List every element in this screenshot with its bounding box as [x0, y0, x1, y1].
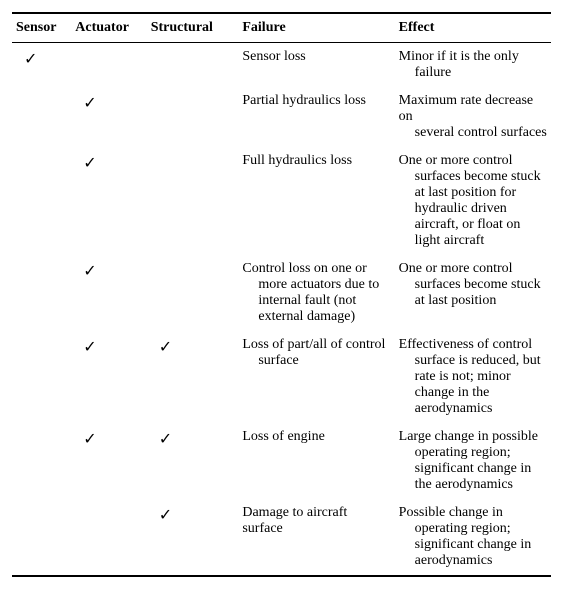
table-row: ✓ Damage to aircraft surface Possible chan… — [12, 499, 551, 576]
cell-structural — [147, 43, 239, 88]
cell-sensor — [12, 499, 71, 576]
cell-failure: Partial hydraulics loss — [238, 87, 394, 147]
cell-actuator: ✓ — [71, 255, 146, 331]
cell-actuator: ✓ — [71, 87, 146, 147]
cell-actuator: ✓ — [71, 331, 146, 423]
table-row: ✓ Sensor loss Minor if it is the onlyfailu… — [12, 43, 551, 88]
check-icon: ✓ — [159, 431, 172, 448]
table-row: ✓ Control loss on one ormore actuators du… — [12, 255, 551, 331]
cell-failure: Sensor loss — [238, 43, 394, 88]
table-body: ✓ Sensor loss Minor if it is the onlyfailu… — [12, 43, 551, 577]
table-row: ✓ Full hydraulics loss One or more control… — [12, 147, 551, 255]
cell-failure-text: Full hydraulics loss — [242, 153, 352, 168]
table-row: ✓ Partial hydraulics loss Maximum rate dec… — [12, 87, 551, 147]
cell-effect-text: Large change in possible — [399, 429, 538, 444]
cell-effect-text: One or more control — [399, 153, 513, 168]
cell-effect-text: Effectiveness of control — [399, 337, 532, 352]
cell-effect: Possible change inoperating region; sign… — [395, 499, 551, 576]
cell-failure-text: Partial hydraulics loss — [242, 93, 366, 108]
cell-sensor — [12, 255, 71, 331]
cell-structural: ✓ — [147, 331, 239, 423]
cell-effect: One or more controlsurfaces become stuck… — [395, 147, 551, 255]
cell-effect-continuation: surfaces become stuck at last position f… — [399, 169, 547, 249]
cell-failure-continuation: surface — [242, 353, 390, 369]
cell-failure: Loss of engine — [238, 423, 394, 499]
cell-sensor — [12, 147, 71, 255]
cell-effect: Maximum rate decrease onseveral control … — [395, 87, 551, 147]
col-header-effect: Effect — [395, 13, 551, 43]
cell-structural: ✓ — [147, 423, 239, 499]
check-icon: ✓ — [83, 263, 96, 280]
cell-effect-text: Minor if it is the only — [399, 49, 519, 64]
cell-sensor — [12, 87, 71, 147]
cell-failure-text: Sensor loss — [242, 49, 305, 64]
cell-structural — [147, 147, 239, 255]
cell-sensor — [12, 423, 71, 499]
cell-failure: Full hydraulics loss — [238, 147, 394, 255]
cell-effect: Effectiveness of controlsurface is reduc… — [395, 331, 551, 423]
col-header-failure: Failure — [238, 13, 394, 43]
cell-effect-text: One or more control — [399, 261, 513, 276]
cell-failure: Loss of part/all of controlsurface — [238, 331, 394, 423]
check-icon: ✓ — [159, 507, 172, 524]
cell-failure: Damage to aircraft surface — [238, 499, 394, 576]
check-icon: ✓ — [83, 431, 96, 448]
cell-failure-continuation: more actuators due to internal fault (no… — [242, 277, 390, 325]
cell-actuator — [71, 499, 146, 576]
cell-effect-text: Possible change in — [399, 505, 503, 520]
col-header-actuator: Actuator — [71, 13, 146, 43]
cell-effect-continuation: several control surfaces — [399, 125, 547, 141]
cell-effect-text: Maximum rate decrease on — [399, 93, 534, 124]
check-icon: ✓ — [83, 339, 96, 356]
cell-effect: One or more controlsurfaces become stuck… — [395, 255, 551, 331]
cell-effect-continuation: surfaces become stuck at last position — [399, 277, 547, 309]
cell-failure-text: Damage to aircraft surface — [242, 505, 347, 536]
cell-actuator — [71, 43, 146, 88]
table-header-row: Sensor Actuator Structural Failure Effec… — [12, 13, 551, 43]
cell-effect-continuation: operating region; significant change in … — [399, 445, 547, 493]
failure-effects-table: Sensor Actuator Structural Failure Effec… — [12, 12, 551, 577]
cell-structural — [147, 87, 239, 147]
cell-actuator: ✓ — [71, 423, 146, 499]
cell-structural: ✓ — [147, 499, 239, 576]
check-icon: ✓ — [83, 95, 96, 112]
cell-effect-continuation: operating region; significant change in … — [399, 521, 547, 569]
cell-effect: Large change in possibleoperating region… — [395, 423, 551, 499]
cell-failure-text: Loss of part/all of control — [242, 337, 385, 352]
cell-effect-continuation: failure — [399, 65, 547, 81]
cell-effect: Minor if it is the onlyfailure — [395, 43, 551, 88]
cell-sensor: ✓ — [12, 43, 71, 88]
check-icon: ✓ — [24, 51, 37, 68]
cell-failure-text: Loss of engine — [242, 429, 324, 444]
col-header-sensor: Sensor — [12, 13, 71, 43]
col-header-structural: Structural — [147, 13, 239, 43]
check-icon: ✓ — [159, 339, 172, 356]
table-row: ✓ ✓ Loss of engine Large change in possible… — [12, 423, 551, 499]
cell-sensor — [12, 331, 71, 423]
cell-failure-text: Control loss on one or — [242, 261, 366, 276]
cell-actuator: ✓ — [71, 147, 146, 255]
check-icon: ✓ — [83, 155, 96, 172]
cell-structural — [147, 255, 239, 331]
cell-failure: Control loss on one ormore actuators due… — [238, 255, 394, 331]
cell-effect-continuation: surface is reduced, but rate is not; min… — [399, 353, 547, 417]
table-row: ✓✓Loss of part/all of controlsurfaceEffe… — [12, 331, 551, 423]
